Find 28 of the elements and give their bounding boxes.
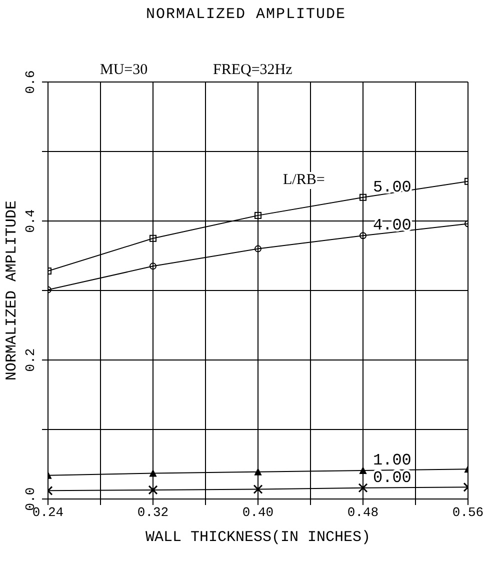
x-tick-label: 0.40 — [242, 505, 274, 520]
point — [360, 467, 366, 474]
x-axis-title: WALL THICKNESS(IN INCHES) — [145, 529, 371, 546]
point — [254, 212, 262, 219]
point — [358, 483, 368, 493]
x-tick-label: 0.48 — [347, 505, 379, 520]
text: FREQ=32Hz — [213, 62, 292, 79]
x-tick-label: 0.32 — [137, 505, 169, 520]
chart-title: NORMALIZED AMPLITUDE — [144, 6, 348, 23]
point — [150, 470, 156, 477]
y-axis-title: NORMALIZED AMPLITUDE — [3, 200, 20, 381]
point — [254, 468, 262, 476]
series-label: 0.00 — [373, 468, 412, 487]
point — [254, 245, 262, 252]
point — [148, 485, 158, 495]
x-tick-label: 0.56 — [452, 505, 484, 520]
point — [360, 232, 366, 240]
annotation: L/RB= — [283, 172, 325, 189]
y-tick-label: 0.2 — [23, 348, 38, 372]
text: MU=30 — [100, 62, 148, 79]
y-tick-label: 0.6 — [23, 70, 38, 94]
point — [253, 484, 263, 494]
series-label: 1.00 — [373, 452, 412, 470]
point — [360, 194, 366, 201]
point — [150, 262, 156, 270]
point — [150, 234, 156, 242]
y-tick-label: 0.4 — [23, 209, 38, 233]
series-label: 5.00 — [373, 178, 412, 196]
